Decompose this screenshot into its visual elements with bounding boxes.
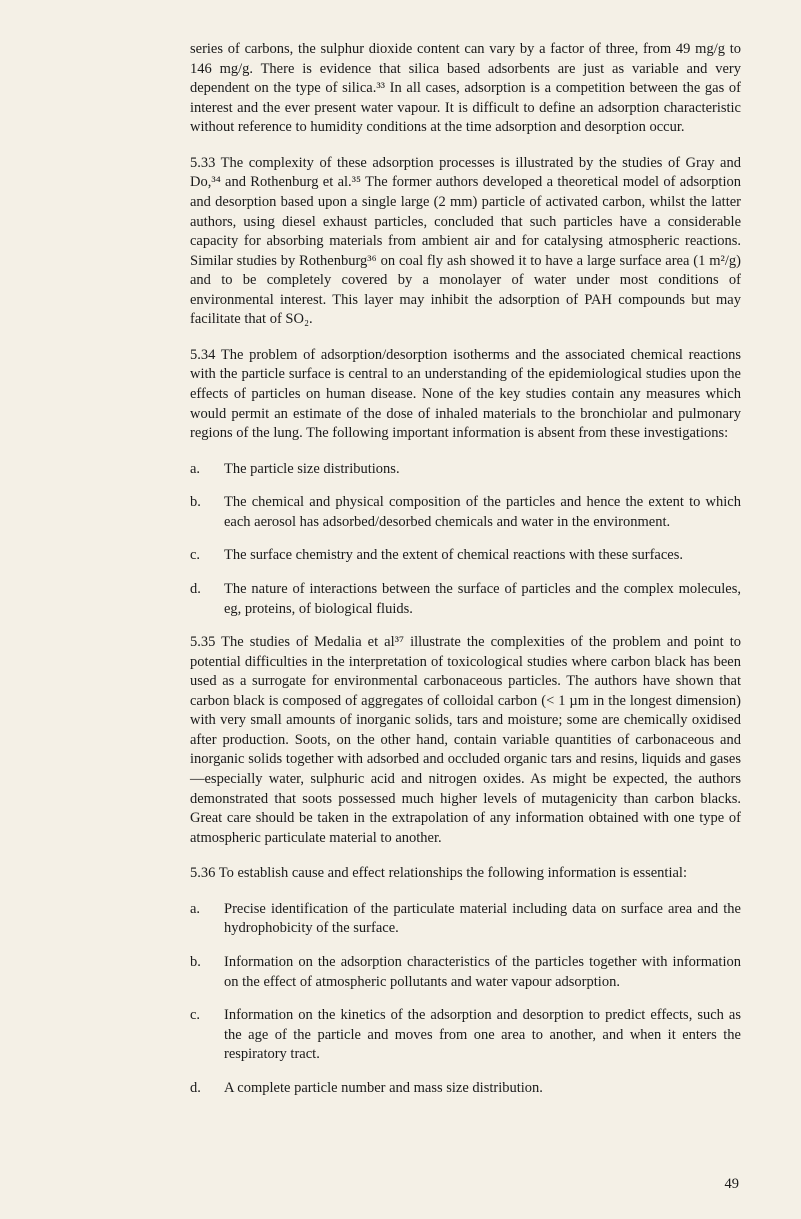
list2-item-d: d. A complete particle number and mass s…: [190, 1079, 741, 1099]
list-text: The surface chemistry and the extent of …: [224, 546, 741, 566]
list-text: A complete particle number and mass size…: [224, 1079, 741, 1099]
list2-item-a: a. Precise identification of the particu…: [190, 900, 741, 939]
paragraph-5-33: 5.33 The complexity of these adsorption …: [190, 154, 741, 330]
list-marker: d.: [190, 580, 224, 619]
paragraph-5-35: 5.35 The studies of Medalia et al³⁷ illu…: [190, 633, 741, 848]
list2-item-b: b. Information on the adsorption charact…: [190, 953, 741, 992]
list-text: Precise identification of the particulat…: [224, 900, 741, 939]
list-text: Information on the adsorption characteri…: [224, 953, 741, 992]
list2-item-c: c. Information on the kinetics of the ad…: [190, 1006, 741, 1065]
list1-item-b: b. The chemical and physical composition…: [190, 493, 741, 532]
paragraph-5-36: 5.36 To establish cause and effect relat…: [190, 864, 741, 884]
list-marker: d.: [190, 1079, 224, 1099]
paragraph-5-34: 5.34 The problem of adsorption/desorptio…: [190, 346, 741, 444]
list1-item-d: d. The nature of interactions between th…: [190, 580, 741, 619]
list-marker: c.: [190, 1006, 224, 1065]
page-number: 49: [725, 1176, 740, 1193]
list-text: Information on the kinetics of the adsor…: [224, 1006, 741, 1065]
document-page: series of carbons, the sulphur dioxide c…: [0, 0, 801, 1219]
list-marker: b.: [190, 493, 224, 532]
list-marker: a.: [190, 900, 224, 939]
list-text: The nature of interactions between the s…: [224, 580, 741, 619]
list-text: The particle size distributions.: [224, 460, 741, 480]
list-marker: a.: [190, 460, 224, 480]
list1-item-a: a. The particle size distributions.: [190, 460, 741, 480]
paragraph-intro: series of carbons, the sulphur dioxide c…: [190, 40, 741, 138]
list1-item-c: c. The surface chemistry and the extent …: [190, 546, 741, 566]
list-marker: b.: [190, 953, 224, 992]
list-marker: c.: [190, 546, 224, 566]
list-text: The chemical and physical composition of…: [224, 493, 741, 532]
